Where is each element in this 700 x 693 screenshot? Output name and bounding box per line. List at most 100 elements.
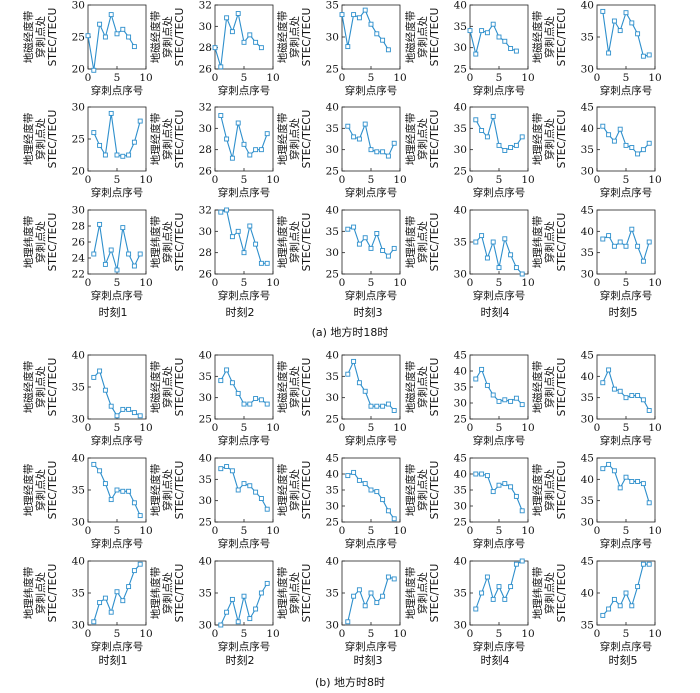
y-tick-label-b-r1-m5-1: 35 (581, 392, 594, 404)
x-tick-label-b-r1-m2-1: 5 (241, 422, 248, 434)
series-line-b-r2-m4 (475, 473, 523, 512)
x-tick-label-b-r1-m5-2: 10 (648, 422, 661, 434)
data-point-a-r3-m3-0 (345, 226, 351, 232)
y-tick-label-a-r3-m4-0: 30 (454, 269, 467, 281)
axes-frame-a-r2-m5 (596, 106, 656, 172)
x-tick-label-a-r1-m5-2: 10 (648, 72, 661, 84)
data-point-b-r2-m2-4 (241, 481, 247, 487)
y-tick-label-b-r1-m2-0: 25 (199, 414, 212, 426)
y-tick-label-b-r1-m1-0: 30 (72, 414, 85, 426)
y-axis-label-b-r2-m5-0: 地理经度带 (531, 464, 544, 517)
data-point-b-r2-m5-3 (617, 485, 623, 491)
y-axis-label-a-r2-m5-0: 地理经度带 (531, 113, 544, 166)
x-tick-label-a-r3-m3-0: 0 (339, 277, 346, 289)
data-point-b-r3-m2-1 (224, 609, 230, 615)
data-point-b-r3-m4-4 (496, 584, 502, 590)
data-point-b-r3-m5-2 (611, 596, 617, 602)
data-point-a-r1-m3-8 (385, 47, 391, 53)
data-point-b-r1-m5-6 (635, 393, 641, 398)
data-point-a-r1-m4-5 (496, 34, 502, 40)
data-point-b-r1-m2-7 (258, 397, 264, 403)
section-a-moment-2: 时刻2 (226, 305, 255, 319)
y-tick-label-a-r3-m1-3: 28 (72, 221, 85, 233)
y-tick-label-a-r2-m5-0: 30 (581, 166, 594, 178)
data-point-a-r3-m5-1 (606, 233, 612, 239)
y-axis-label-b-r3-m5-2: STEC/TECU (556, 564, 568, 623)
y-axis-label-a-r1-m1-2: STEC/TECU (47, 8, 59, 67)
y-tick-label-b-r2-m3-3: 40 (326, 469, 339, 481)
data-point-a-r3-m5-6 (635, 243, 641, 249)
data-point-b-r1-m3-8 (391, 408, 397, 413)
x-tick-label-a-r3-m5-2: 10 (648, 277, 661, 289)
axes-frame-a-r2-m3 (341, 106, 401, 172)
data-point-b-r1-m2-0 (218, 378, 224, 384)
y-tick-label-b-r1-m4-4: 45 (454, 350, 467, 362)
x-axis-label-a-r2-m1: 穿刺点序号 (91, 186, 144, 199)
y-axis-label-a-r2-m3-1: 穿刺点处 (288, 118, 301, 160)
data-point-b-r1-m4-1 (479, 366, 485, 372)
data-point-a-r1-m4-1 (473, 51, 479, 57)
data-point-b-r1-m1-6 (126, 406, 132, 412)
data-point-b-r3-m1-0 (91, 619, 97, 625)
data-point-a-r3-m1-4 (114, 267, 120, 273)
x-tick-label-a-r1-m4-1: 5 (496, 72, 503, 84)
data-point-a-r1-m5-5 (629, 20, 635, 26)
y-tick-label-b-r1-m2-1: 30 (199, 392, 212, 404)
data-point-b-r2-m5-0 (600, 466, 606, 472)
y-tick-label-b-r1-m3-0: 25 (326, 414, 339, 426)
y-tick-label-a-r1-m1-2: 30 (72, 0, 85, 12)
x-tick-label-b-r1-m3-2: 10 (393, 422, 406, 434)
y-tick-label-b-r3-m2-2: 40 (199, 556, 212, 568)
data-point-b-r1-m2-4 (241, 401, 247, 407)
y-axis-label-a-r3-m1-0: 地理纬度带 (22, 216, 35, 269)
x-axis-label-b-r1-m2: 穿刺点序号 (218, 434, 271, 447)
x-tick-label-b-r1-m3-1: 5 (368, 422, 375, 434)
data-point-a-r2-m2-4 (241, 141, 247, 147)
y-axis-label-a-r3-m4-1: 穿刺点处 (416, 221, 429, 263)
y-axis-label-b-r2-m4-2: STEC/TECU (429, 461, 441, 520)
y-tick-label-b-r2-m2-1: 30 (199, 495, 212, 507)
series-line-b-r2-m2 (220, 465, 268, 510)
data-point-b-r1-m2-8 (264, 401, 270, 407)
axes-frame-a-r1-m2 (214, 4, 274, 70)
x-axis-label-b-r3-m5: 穿刺点序号 (600, 640, 653, 653)
data-point-b-r2-m4-2 (484, 473, 490, 479)
y-tick-label-b-r3-m3-0: 30 (326, 620, 339, 632)
y-axis-label-b-r1-m1-0: 地磁经度带 (22, 361, 35, 414)
y-tick-label-a-r1-m4-1: 30 (454, 42, 467, 54)
data-point-a-r3-m1-2 (102, 261, 108, 267)
x-tick-label-a-r3-m1-2: 10 (139, 277, 152, 289)
data-point-a-r2-m3-1 (351, 134, 357, 140)
data-point-b-r2-m1-3 (108, 497, 114, 503)
y-tick-label-b-r1-m2-3: 40 (199, 350, 212, 362)
data-point-b-r1-m2-5 (247, 401, 253, 407)
y-tick-label-a-r1-m4-2: 35 (454, 21, 467, 33)
data-point-b-r1-m1-7 (131, 410, 137, 416)
x-tick-label-a-r3-m3-1: 5 (368, 277, 375, 289)
y-axis-label-a-r1-m5-0: 地磁经度带 (531, 11, 544, 64)
x-axis-label-a-r1-m1: 穿刺点序号 (91, 84, 144, 97)
data-point-a-r3-m3-6 (380, 248, 386, 253)
data-point-b-r1-m1-1 (97, 368, 103, 374)
data-point-a-r3-m1-3 (108, 247, 114, 253)
data-point-b-r2-m4-8 (519, 508, 525, 514)
data-point-a-r2-m3-3 (362, 121, 368, 127)
data-point-a-r2-m5-2 (611, 138, 617, 144)
y-tick-label-b-r2-m4-1: 30 (454, 501, 467, 513)
x-axis-label-b-r3-m1: 穿刺点序号 (91, 640, 144, 653)
x-tick-label-a-r2-m3-0: 0 (339, 174, 346, 186)
x-tick-label-a-r2-m1-2: 10 (139, 174, 152, 186)
x-tick-label-b-r3-m3-0: 0 (339, 628, 346, 640)
y-tick-label-a-r2-m4-3: 40 (454, 102, 467, 114)
x-tick-label-a-r2-m1-0: 0 (85, 174, 92, 186)
data-point-a-r1-m3-2 (351, 12, 357, 18)
data-point-b-r3-m4-0 (473, 606, 479, 612)
y-tick-label-a-r2-m3-1: 30 (326, 144, 339, 156)
axes-frame-a-r3-m5 (596, 209, 656, 275)
y-tick-label-a-r3-m2-3: 32 (199, 205, 212, 217)
x-axis-label-b-r2-m3: 穿刺点序号 (345, 537, 398, 550)
